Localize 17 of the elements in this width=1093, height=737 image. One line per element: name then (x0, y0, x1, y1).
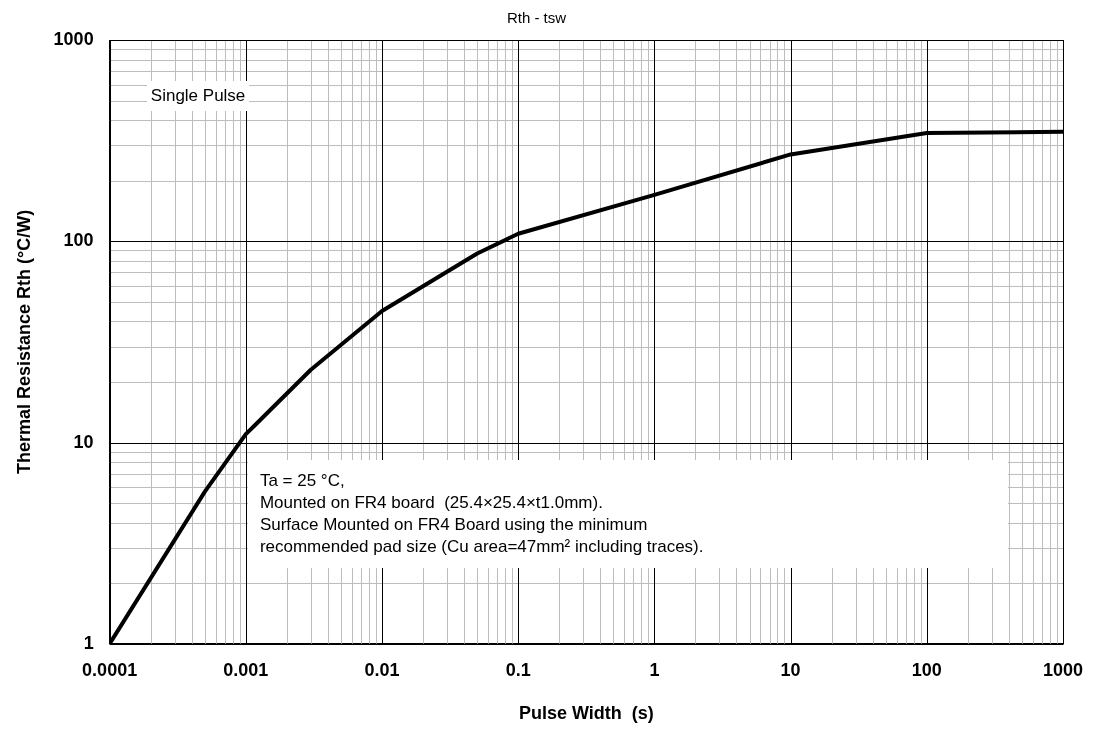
x-tick-label: 0.01 (364, 659, 400, 680)
chart-title: Rth - tsw (506, 9, 567, 27)
text-box: Ta = 25 °C, Mounted on FR4 board (25.4×25.4×t1.0mm). Surface Mounted on FR4 Board using the minimum recommended pad size (Cu area=47mm² including traces). (247, 459, 1008, 568)
y-tick-label: 1000 (53, 28, 94, 49)
x-tick-label: 1000 (1042, 659, 1084, 680)
x-tick-label: 100 (911, 659, 942, 680)
x-axis-title: Pulse Width (s) (518, 703, 654, 724)
x-tick-label: 10 (780, 659, 801, 680)
x-tick-label: 1 (649, 659, 660, 680)
y-tick-label: 100 (63, 230, 94, 251)
x-tick-label: 0.0001 (82, 659, 138, 680)
y-tick-label: 10 (73, 431, 94, 452)
text-box: Single Pulse (146, 81, 250, 112)
x-tick-label: 0.001 (223, 659, 269, 680)
x-tick-label: 0.1 (505, 659, 531, 680)
y-tick-label: 1 (83, 632, 94, 653)
y-axis-title: Thermal Resistance Rth (°C/W) (13, 209, 34, 475)
